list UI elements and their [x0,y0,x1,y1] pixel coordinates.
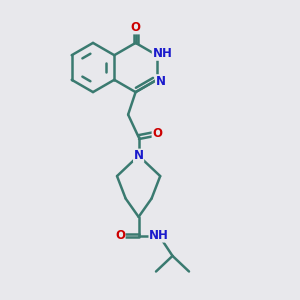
Text: NH: NH [152,47,172,60]
Text: N: N [134,149,144,162]
Text: N: N [155,75,166,88]
Text: O: O [130,21,141,34]
Text: O: O [115,229,125,242]
Text: O: O [152,127,162,140]
Text: NH: NH [149,229,169,242]
